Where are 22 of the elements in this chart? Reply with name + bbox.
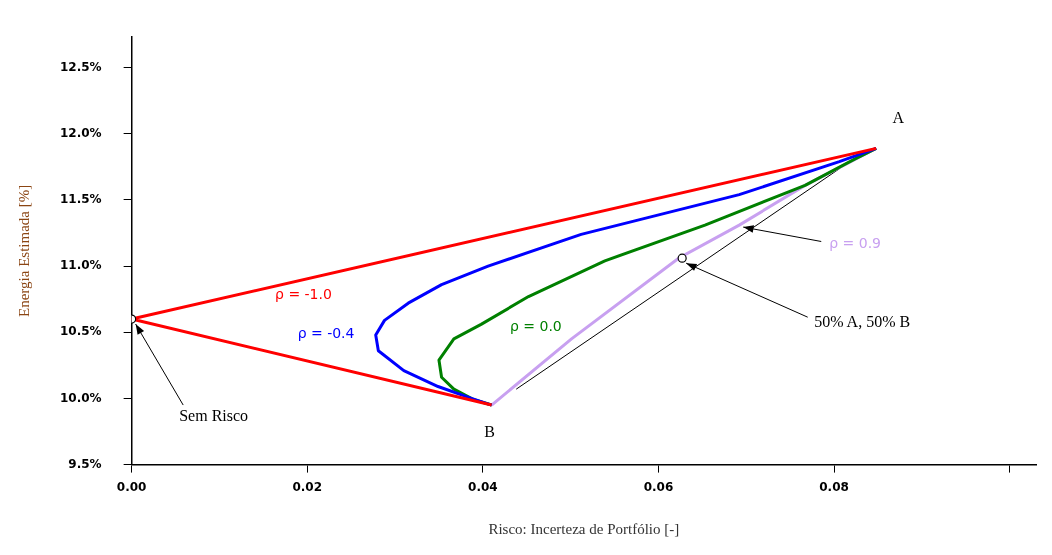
y-axis-title: Energia Estimada [%] xyxy=(15,184,32,317)
y-tick-label: 9.5% xyxy=(68,456,102,471)
y-tick-label: 12.5% xyxy=(59,59,102,74)
x-axis-title: Risco: Incerteza de Portfólio [-] xyxy=(488,520,680,537)
y-tick-label: 11.0% xyxy=(59,258,102,273)
x-tick-label: 0.02 xyxy=(292,479,323,494)
y-tick-label: 11.5% xyxy=(59,192,102,207)
series-label: ρ = -1.0 xyxy=(275,286,332,303)
annotation: 50% A, 50% B xyxy=(814,313,911,331)
y-tick-label: 12.0% xyxy=(59,125,102,140)
text: ρ = 0.9 xyxy=(829,235,882,252)
series-label: ρ = 0.0 xyxy=(509,318,562,335)
annotation: Sem Risco xyxy=(179,407,249,425)
x-tick-label: 0.08 xyxy=(819,479,849,494)
y-tick-label: 10.5% xyxy=(59,324,102,339)
x-tick-label: 0.04 xyxy=(468,479,498,494)
annotation: A xyxy=(892,108,905,126)
series-label: ρ = -0.4 xyxy=(297,324,355,341)
annotation: B xyxy=(484,423,495,441)
y-tick-label: 10.0% xyxy=(59,390,102,405)
x-tick-label: 0.06 xyxy=(643,479,674,494)
x-tick-label: 0.00 xyxy=(116,479,147,494)
